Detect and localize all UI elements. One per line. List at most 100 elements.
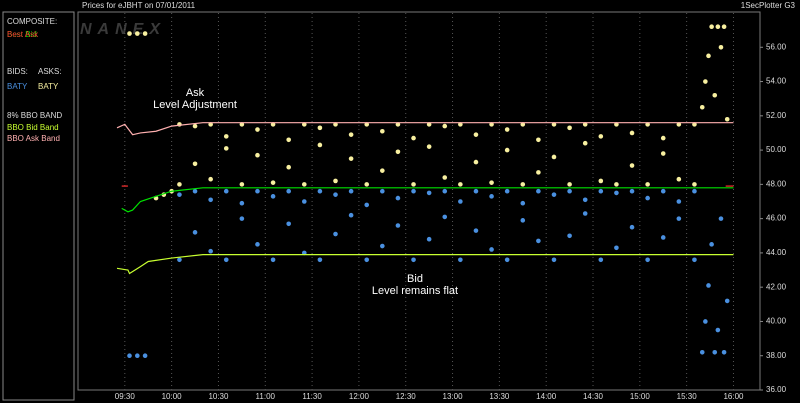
data-dot <box>692 257 697 263</box>
data-dot <box>473 228 479 233</box>
data-dot <box>270 180 276 185</box>
x-tick-label: 12:30 <box>396 392 417 401</box>
data-dot <box>411 188 416 194</box>
data-dot <box>676 216 682 221</box>
data-dot <box>676 176 682 182</box>
data-dot <box>442 175 448 180</box>
data-dot <box>504 257 510 263</box>
annotation: Bid <box>407 273 423 285</box>
data-dot <box>660 235 666 240</box>
data-dot <box>598 178 604 184</box>
annotation: Level Adjustment <box>153 99 237 111</box>
data-dot <box>317 125 323 131</box>
data-dot <box>473 188 479 194</box>
data-dot <box>629 188 635 194</box>
data-dot <box>520 182 526 187</box>
legend-entry: Best Ask <box>7 30 39 39</box>
legend-panel <box>2 11 75 401</box>
data-dot <box>582 211 588 216</box>
data-dot <box>426 190 432 196</box>
data-dot <box>706 283 711 288</box>
data-dot <box>255 242 260 247</box>
data-dot <box>333 192 338 197</box>
legend-heading: ASKS: <box>38 67 62 76</box>
data-dot <box>660 188 666 194</box>
data-dot <box>582 197 588 203</box>
data-dot <box>715 327 721 333</box>
data-dot <box>348 156 354 161</box>
data-dot <box>724 298 730 304</box>
data-dot <box>712 350 718 355</box>
y-tick-label: 48.00 <box>766 179 787 188</box>
data-dot <box>715 24 721 30</box>
data-dot <box>699 104 705 110</box>
data-dot <box>426 236 432 242</box>
data-dot <box>473 159 479 165</box>
data-dot <box>536 188 541 194</box>
data-dot <box>177 182 182 187</box>
annotation: Level remains flat <box>372 285 458 297</box>
data-dot <box>223 188 229 194</box>
data-dot <box>567 182 572 187</box>
data-dot <box>223 257 229 263</box>
x-tick-label: 14:30 <box>583 392 604 401</box>
data-dot <box>348 188 354 194</box>
data-dot <box>142 31 148 36</box>
data-dot <box>458 257 463 263</box>
data-dot <box>286 137 291 143</box>
data-dot <box>709 242 714 247</box>
data-dot <box>177 192 182 197</box>
data-dot <box>721 350 727 355</box>
data-dot <box>709 24 714 30</box>
data-dot <box>442 188 448 194</box>
data-dot <box>395 149 401 155</box>
data-dot <box>645 195 650 201</box>
y-tick-label: 50.00 <box>766 145 787 154</box>
data-dot <box>614 190 619 196</box>
data-dot <box>442 123 448 129</box>
data-dot <box>135 353 140 359</box>
x-tick-label: 11:30 <box>302 392 322 401</box>
data-dot <box>192 230 198 235</box>
data-dot <box>348 132 354 137</box>
data-dot <box>598 257 604 263</box>
data-dot <box>348 212 354 218</box>
data-dot <box>135 31 140 36</box>
data-dot <box>127 31 132 36</box>
data-dot <box>703 79 708 84</box>
y-tick-label: 40.00 <box>766 317 787 326</box>
series-line <box>116 254 734 275</box>
data-dot <box>286 188 291 194</box>
data-dot <box>703 319 708 324</box>
watermark: NANEX <box>80 21 166 38</box>
data-dot <box>142 353 148 359</box>
series-line <box>116 122 734 136</box>
data-dot <box>255 188 260 194</box>
data-dot <box>567 233 572 239</box>
data-dot <box>536 137 541 143</box>
data-dot <box>317 257 323 263</box>
data-dot <box>629 163 635 168</box>
data-dot <box>645 257 650 263</box>
annotation: Ask <box>186 87 205 99</box>
data-dot <box>301 199 307 204</box>
data-dot <box>286 164 291 170</box>
legend-heading: COMPOSITE: <box>7 17 57 26</box>
y-tick-label: 44.00 <box>766 248 787 257</box>
data-dot <box>364 202 370 208</box>
data-dot <box>239 182 245 187</box>
data-dot <box>614 245 619 251</box>
data-dot <box>223 134 229 139</box>
data-dot <box>520 200 526 206</box>
legend-entry: BBO Ask Band <box>7 134 60 143</box>
data-dot <box>255 127 260 132</box>
data-dot <box>458 199 463 204</box>
legend-entry: Best Bid <box>7 30 37 39</box>
data-dot <box>333 178 338 184</box>
x-tick-label: 10:30 <box>208 392 229 401</box>
y-tick-label: 42.00 <box>766 282 787 291</box>
data-dot <box>489 180 494 185</box>
y-tick-label: 46.00 <box>766 214 787 223</box>
